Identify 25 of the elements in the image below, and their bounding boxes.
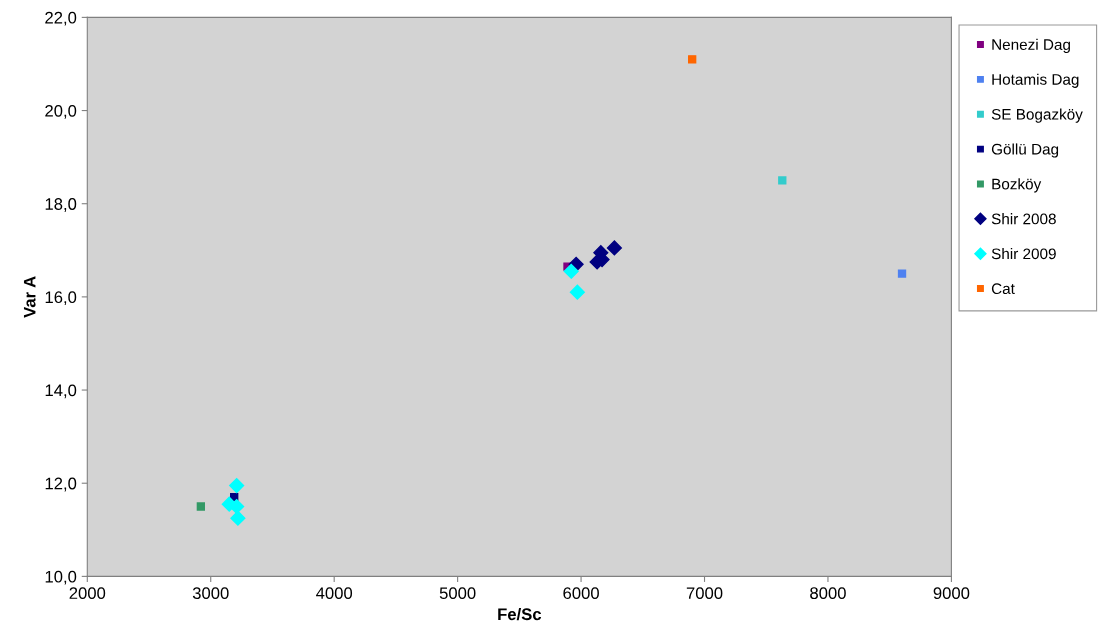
legend-label: Shir 2008 — [991, 213, 1056, 225]
legend-label: Hotamis Dag — [992, 73, 1079, 88]
y-tick-label: 22,0 — [45, 11, 77, 26]
y-axis-title: Var A — [23, 276, 36, 318]
x-tick-label: 5000 — [439, 587, 476, 600]
y-tick-label: 10,0 — [45, 570, 77, 585]
y-tick-label: 14,0 — [45, 384, 77, 399]
legend-label: Shir 2009 — [991, 247, 1056, 260]
y-tick-label: 16,0 — [45, 291, 77, 306]
y-tick-label: 20,0 — [45, 104, 77, 119]
x-tick-label: 6000 — [563, 587, 599, 600]
x-tick-label: 4000 — [316, 587, 353, 600]
x-tick-label: 3000 — [192, 587, 229, 600]
legend-label: Bozköy — [992, 178, 1042, 193]
legend-label: SE Bogazköy — [991, 108, 1083, 123]
y-tick-label: 12,0 — [45, 477, 77, 492]
x-tick-label: 7000 — [686, 587, 723, 600]
legend-label: Nenezi Dag — [992, 38, 1070, 54]
legend-label: Cat — [991, 283, 1015, 295]
x-tick-label: 2000 — [69, 587, 106, 600]
x-tick-label: 9000 — [933, 587, 970, 600]
y-tick-label: 18,0 — [45, 198, 77, 212]
x-axis-title: Fe/Sc — [498, 607, 542, 621]
x-tick-label: 8000 — [810, 587, 846, 600]
legend-label: Göllü Dag — [991, 143, 1059, 158]
